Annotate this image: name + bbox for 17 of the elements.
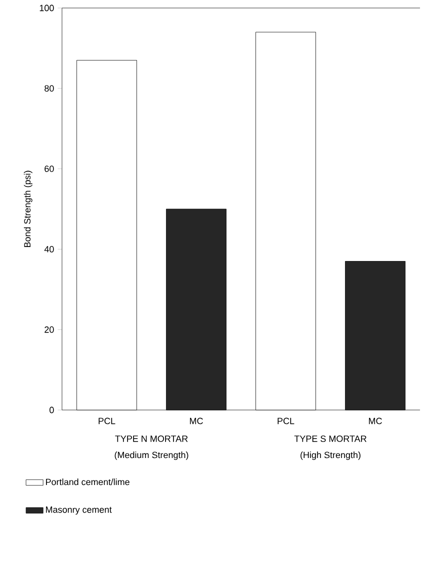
y-axis-title: Bond Strength (psi): [24, 170, 32, 248]
legend-label: Portland cement/lime: [46, 478, 130, 486]
text: TYPE N MORTAR: [115, 436, 188, 442]
x-tick-label: MC: [190, 418, 203, 424]
y-tick-label: 60: [44, 166, 54, 172]
text: TYPE S MORTAR: [294, 436, 366, 442]
y-tick-label: 40: [44, 246, 54, 252]
y-tick-label: 80: [44, 85, 54, 92]
x-tick-label: PCL: [278, 418, 294, 424]
y-tick-label: 100: [40, 4, 54, 12]
y-tick-label: 0: [50, 406, 54, 414]
text: (High Strength): [300, 452, 360, 460]
x-tick-label: MC: [368, 418, 382, 424]
y-tick-label: 20: [44, 326, 54, 333]
legend-label: Masonry cement: [46, 506, 112, 515]
x-tick-label: PCL: [98, 418, 116, 424]
text: (Medium Strength): [114, 452, 188, 460]
